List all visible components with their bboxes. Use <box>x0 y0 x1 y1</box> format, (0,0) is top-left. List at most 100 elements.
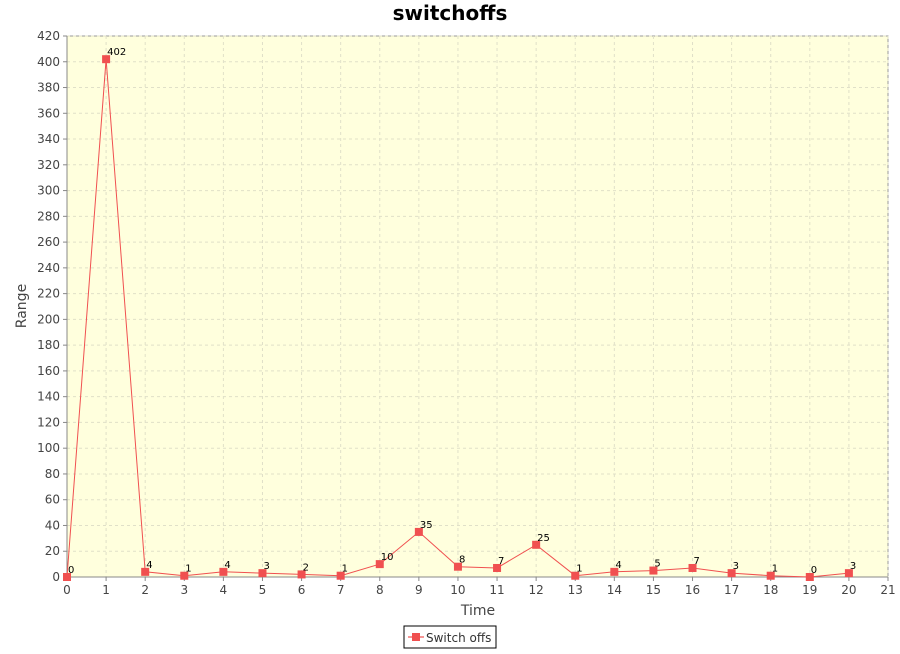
x-tick-label: 15 <box>646 583 661 597</box>
x-tick-label: 11 <box>489 583 504 597</box>
x-tick-label: 13 <box>568 583 583 597</box>
y-tick-label: 380 <box>37 81 60 95</box>
data-point <box>63 573 71 581</box>
data-label: 8 <box>459 555 465 566</box>
series-switch-offs <box>63 55 853 581</box>
data-point <box>102 55 111 64</box>
data-label: 0 <box>811 565 817 576</box>
data-label: 4 <box>224 560 230 571</box>
x-tick-label: 16 <box>685 583 700 597</box>
data-point <box>805 573 814 581</box>
data-label: 3 <box>263 561 269 572</box>
data-label: 10 <box>381 552 394 563</box>
y-tick-label: 300 <box>37 184 60 198</box>
data-label: 7 <box>694 556 700 567</box>
legend-label: Switch offs <box>426 631 491 645</box>
data-point <box>336 571 345 580</box>
x-tick-label: 21 <box>880 583 895 597</box>
y-tick-label: 100 <box>37 441 60 455</box>
y-tick-label: 420 <box>37 29 60 43</box>
x-tick-label: 0 <box>63 583 71 597</box>
data-label: 3 <box>733 561 739 572</box>
x-tick-label: 20 <box>841 583 856 597</box>
x-tick-label: 1 <box>102 583 110 597</box>
data-label: 3 <box>850 561 856 572</box>
data-point <box>766 571 775 580</box>
data-label: 402 <box>107 47 126 58</box>
data-point <box>453 562 462 571</box>
y-tick-label: 0 <box>52 570 60 584</box>
y-tick-label: 140 <box>37 390 60 404</box>
data-point <box>649 566 658 575</box>
x-tick-label: 2 <box>141 583 149 597</box>
data-point <box>180 571 189 580</box>
x-tick-label: 8 <box>376 583 384 597</box>
axes: 0 1 2 3 4 5 6 7 8 9 10 11 12 13 14 15 16 17 18 19 20 21020406… <box>37 29 896 597</box>
data-label: 25 <box>537 533 550 544</box>
legend-marker-icon <box>412 633 420 641</box>
data-point <box>375 560 384 569</box>
data-label: 2 <box>303 562 309 573</box>
x-tick-label: 12 <box>529 583 544 597</box>
x-tick-label: 6 <box>298 583 306 597</box>
data-point <box>414 527 423 536</box>
grid-lines <box>66 35 889 578</box>
y-tick-label: 280 <box>37 209 60 223</box>
data-label: 0 <box>68 565 74 576</box>
y-tick-label: 120 <box>37 415 60 429</box>
data-label: 1 <box>342 564 348 575</box>
x-axis-label: Time <box>460 603 495 619</box>
x-tick-label: 17 <box>724 583 739 597</box>
data-point <box>610 567 619 576</box>
data-label: 1 <box>185 564 191 575</box>
x-tick-label: 14 <box>607 583 622 597</box>
data-label: 4 <box>615 560 621 571</box>
data-point <box>688 563 697 572</box>
y-tick-label: 240 <box>37 261 60 275</box>
y-tick-label: 260 <box>37 235 60 249</box>
y-tick-label: 360 <box>37 106 60 120</box>
x-tick-label: 18 <box>763 583 778 597</box>
legend-box <box>403 625 497 649</box>
plot-area <box>66 35 889 578</box>
x-tick-label: 19 <box>802 583 817 597</box>
y-tick-label: 60 <box>45 493 60 507</box>
x-tick-label: 10 <box>450 583 465 597</box>
data-point <box>727 569 736 578</box>
y-tick-label: 220 <box>37 287 60 301</box>
data-label: 35 <box>420 520 433 531</box>
data-point <box>219 567 228 576</box>
data-point <box>297 570 306 579</box>
data-point <box>532 540 541 549</box>
x-tick-label: 5 <box>259 583 267 597</box>
y-tick-label: 20 <box>45 544 60 558</box>
data-point <box>141 567 150 576</box>
y-tick-label: 200 <box>37 312 60 326</box>
data-point <box>844 569 853 578</box>
y-axis-label: Range <box>14 284 30 328</box>
data-point <box>493 563 502 572</box>
y-tick-label: 40 <box>45 518 60 532</box>
data-label: 1 <box>772 564 778 575</box>
y-tick-label: 320 <box>37 158 60 172</box>
x-tick-label: 3 <box>180 583 188 597</box>
data-label: 1 <box>576 564 582 575</box>
y-tick-label: 80 <box>45 467 60 481</box>
x-tick-label: 9 <box>415 583 423 597</box>
data-point <box>571 571 580 580</box>
data-label: 5 <box>654 559 660 570</box>
data-point <box>258 569 267 578</box>
x-tick-label: 7 <box>337 583 345 597</box>
y-tick-label: 180 <box>37 338 60 352</box>
y-tick-label: 160 <box>37 364 60 378</box>
legend: Switch offs <box>403 625 497 649</box>
x-tick-label: 4 <box>220 583 228 597</box>
chart-title: switchoffs <box>393 1 508 25</box>
data-label: 4 <box>146 560 152 571</box>
y-tick-label: 400 <box>37 55 60 69</box>
y-tick-label: 340 <box>37 132 60 146</box>
data-label: 7 <box>498 556 504 567</box>
